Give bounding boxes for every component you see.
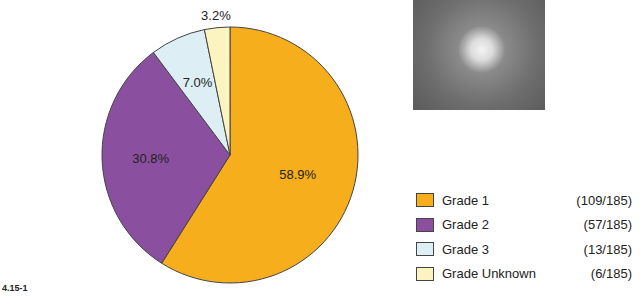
html-text:(57/185): (57/185) xyxy=(583,217,632,233)
html-text:Grade 1: Grade 1 xyxy=(442,192,489,208)
svg-text:30.8%: 30.8% xyxy=(132,151,169,166)
html-text:Grade 2: Grade 2 xyxy=(442,217,489,233)
html-text:Grade 3: Grade 3 xyxy=(442,241,489,257)
html-text:(6/185): (6/185) xyxy=(590,266,632,282)
svg-text:7.0%: 7.0% xyxy=(183,75,213,90)
svg-text:3.2%: 3.2% xyxy=(201,8,231,23)
html-text:(109/185): (109/185) xyxy=(576,192,632,208)
html-text:Grade Unknown: Grade Unknown xyxy=(442,266,536,282)
svg-text:58.9%: 58.9% xyxy=(279,167,316,182)
html-text:4.15-1: 4.15-1 xyxy=(2,283,28,293)
html-text:(13/185): (13/185) xyxy=(583,241,632,257)
